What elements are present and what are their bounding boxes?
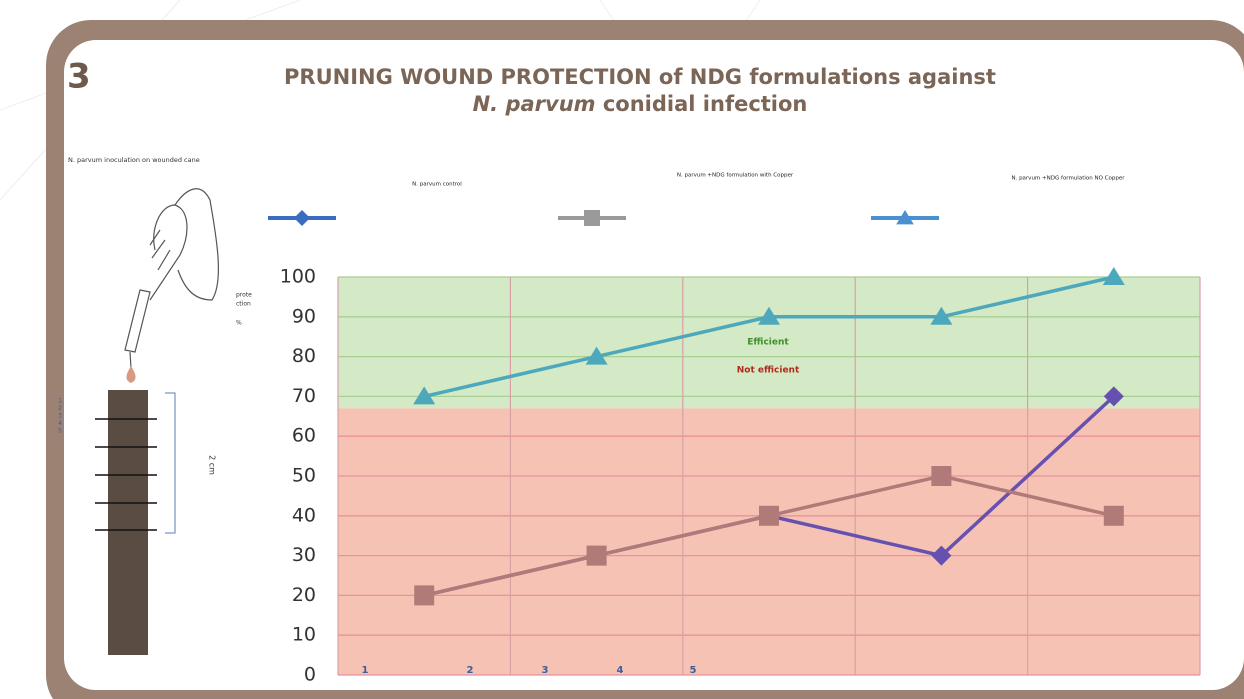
- point-marker: [931, 466, 951, 486]
- y-tick-label: 90: [292, 305, 316, 327]
- point-marker: [759, 506, 779, 526]
- y-axis-label: prote: [236, 292, 252, 299]
- y-tick-label: 70: [292, 385, 316, 407]
- subtitle-italic: N. parvum: [473, 92, 596, 116]
- y-tick-label: 80: [292, 345, 316, 367]
- scale-mark: 1: [58, 398, 62, 405]
- cane: [108, 390, 148, 655]
- length-label: 2 cm: [208, 455, 217, 475]
- y-axis-label: %: [236, 320, 242, 327]
- y-tick-label: 50: [292, 465, 316, 487]
- y-tick-label: 60: [292, 425, 316, 447]
- scale-mark: 4: [58, 420, 62, 427]
- panel-number: 3: [67, 57, 91, 97]
- zone-label: Not efficient: [737, 366, 800, 376]
- illustration-caption: N. parvum inoculation on wounded cane: [68, 156, 200, 164]
- chart-title: PRUNING WOUND PROTECTION of NDG formulat…: [284, 65, 996, 89]
- subtitle-text: conidial infection: [603, 92, 808, 116]
- chart-subtitle: N. parvum conidial infection: [473, 92, 808, 116]
- scale-mark: 2: [58, 405, 62, 412]
- y-axis-label: ction: [236, 301, 251, 308]
- y-tick-label: 10: [292, 624, 316, 646]
- zone-label: Efficient: [747, 338, 789, 348]
- x-tick-label: 2: [467, 665, 474, 676]
- y-tick-label: 0: [304, 664, 316, 686]
- page: {"panel_number": "3", "chart_data": { "t…: [0, 0, 1244, 699]
- x-tick-label: 5: [690, 665, 697, 676]
- legend-label: N. parvum control: [412, 182, 462, 188]
- point-marker: [587, 546, 607, 566]
- legend-label: N. parvum +NDG formulation with Copper: [677, 173, 794, 179]
- point-marker: [584, 210, 600, 226]
- x-tick-label: 1: [362, 665, 369, 676]
- x-tick-label: 3: [542, 665, 549, 676]
- y-tick-label: 20: [292, 584, 316, 606]
- x-tick-label: 4: [617, 665, 624, 676]
- y-tick-label: 100: [280, 266, 316, 288]
- poster: 3 PRUNING WOUND PROTECTION of NDG formul…: [0, 0, 1244, 699]
- legend-label: N. parvum +NDG formulation NO Copper: [1011, 176, 1125, 182]
- y-tick-label: 30: [292, 544, 316, 566]
- point-marker: [1104, 506, 1124, 526]
- scale-mark: 3: [58, 413, 62, 420]
- point-marker: [414, 585, 434, 605]
- scale-mark: 5: [58, 428, 62, 435]
- y-tick-label: 40: [292, 504, 316, 526]
